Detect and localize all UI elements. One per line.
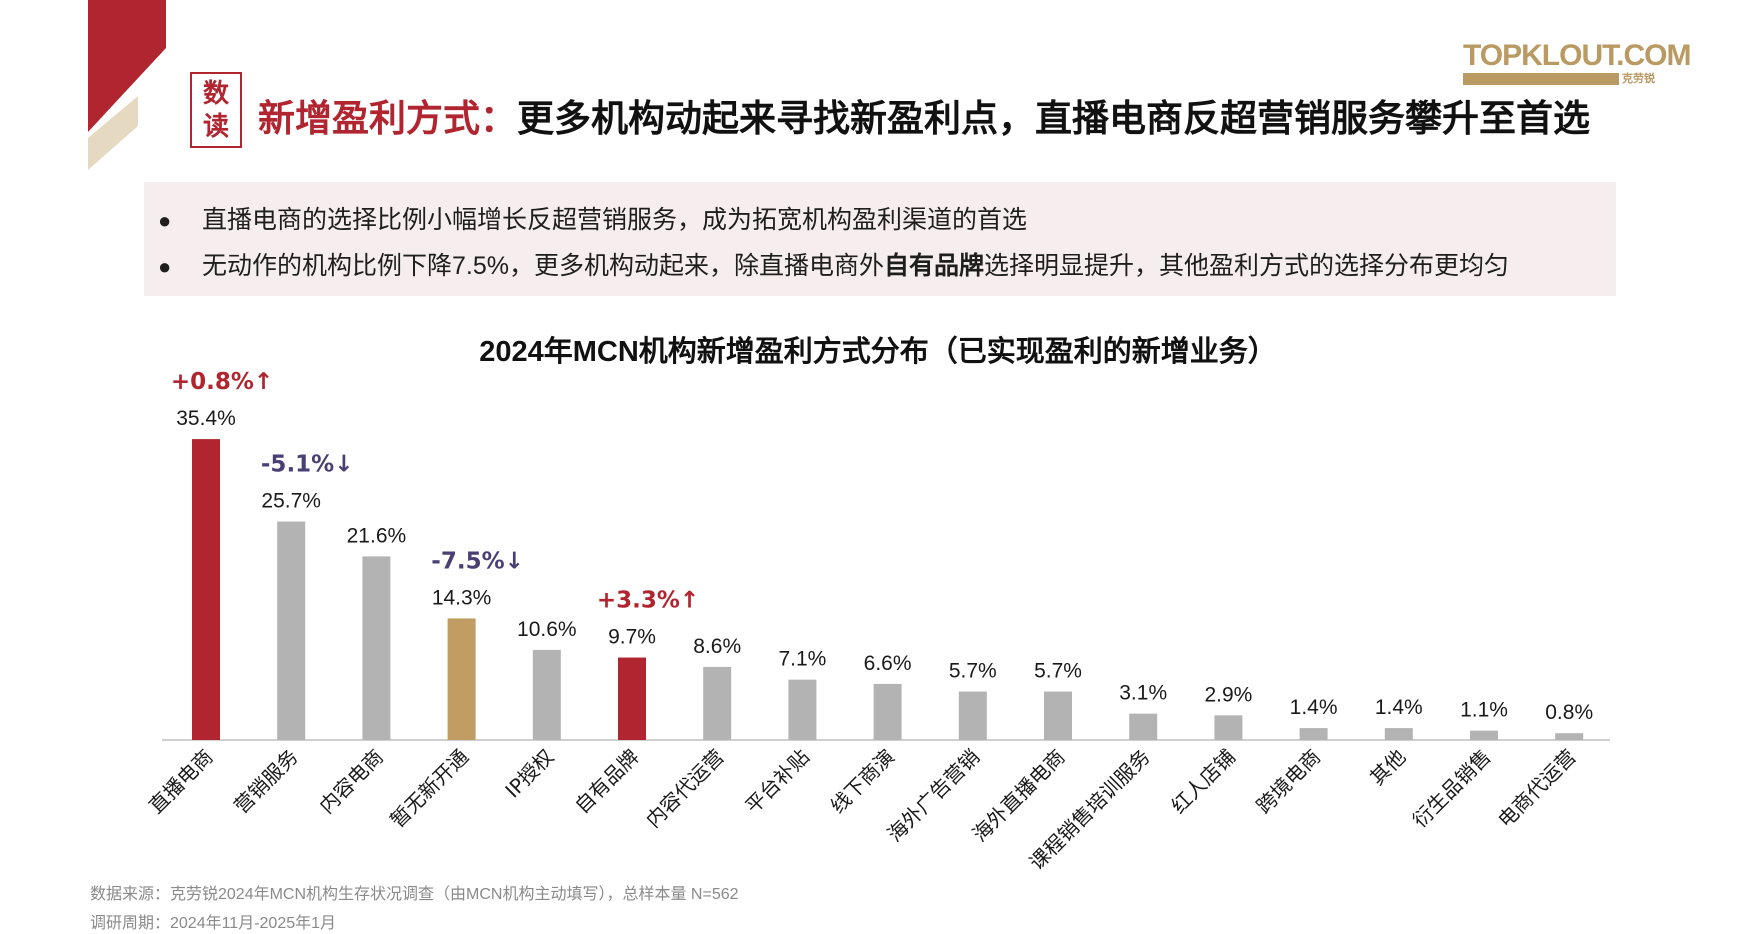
- bar-10: [958, 691, 987, 740]
- bar-3: [362, 556, 391, 740]
- bullet-dot-icon: ●: [158, 208, 172, 233]
- value-label-15: 1.4%: [1375, 696, 1423, 719]
- category-label-16: 衍生品销售: [1408, 745, 1496, 833]
- bar-12: [1129, 713, 1158, 740]
- value-label-13: 2.9%: [1204, 683, 1252, 706]
- key-points-box: ● 直播电商的选择比例小幅增长反超营销服务，成为拓宽机构盈利渠道的首选 ● 无动作的…: [144, 182, 1616, 296]
- bar-6: [618, 657, 646, 740]
- bar-9: [873, 683, 902, 740]
- bar-4: [447, 618, 476, 740]
- category-label-7: 内容代运营: [641, 745, 729, 833]
- bar-2: [277, 521, 306, 740]
- category-label-17: 电商代运营: [1493, 745, 1581, 833]
- logo-tagline-bar: [1463, 73, 1619, 85]
- value-label-2: 25.7%: [261, 490, 321, 513]
- value-label-16: 1.1%: [1460, 699, 1508, 722]
- logo-brand: TOPKLOUT.COM: [1463, 39, 1691, 72]
- bullet-dot-icon: ●: [158, 254, 172, 279]
- value-label-8: 7.1%: [778, 648, 826, 671]
- key-point-2-text-pre: 无动作的机构比例下降7.5%，更多机构动起来，除直播电商外: [202, 252, 884, 280]
- bar-17: [1555, 733, 1584, 740]
- category-label-14: 跨境电商: [1252, 745, 1326, 819]
- title-highlight: 新增盈利方式：: [258, 98, 517, 139]
- topklout-logo: TOPKLOUT.COM 克劳锐: [1463, 39, 1691, 88]
- change-annotation-3: -7.5%↓: [431, 548, 524, 574]
- category-label-4: 暂无新开通: [385, 745, 473, 833]
- bar-14: [1299, 728, 1328, 740]
- value-label-4: 14.3%: [432, 586, 492, 609]
- value-label-1: 35.4%: [176, 407, 236, 430]
- value-label-9: 6.6%: [864, 652, 912, 675]
- value-label-5: 10.6%: [517, 618, 577, 641]
- bar-11: [1044, 691, 1072, 740]
- category-label-6: 自有品牌: [570, 745, 644, 819]
- key-point-2-text-post: 选择明显提升，其他盈利方式的选择分布更均匀: [984, 252, 1510, 280]
- key-point-1: ● 直播电商的选择比例小幅增长反超营销服务，成为拓宽机构盈利渠道的首选: [158, 200, 1027, 236]
- data-source-note: 数据来源：克劳锐2024年MCN机构生存状况调查（由MCN机构主动填写），总样本…: [90, 886, 739, 903]
- category-label-1: 直播电商: [144, 745, 218, 819]
- bar-7: [703, 666, 732, 740]
- key-point-2: ● 无动作的机构比例下降7.5%，更多机构动起来，除直播电商外自有品牌选择明显提升…: [158, 246, 1509, 282]
- survey-period-note: 调研周期：2024年11月-2025年1月: [90, 915, 337, 932]
- key-point-1-text: 直播电商的选择比例小幅增长反超营销服务，成为拓宽机构盈利渠道的首选: [202, 206, 1028, 234]
- value-label-6: 9.7%: [608, 626, 656, 649]
- category-label-8: 平台补贴: [740, 745, 814, 819]
- value-label-11: 5.7%: [1034, 660, 1082, 683]
- bar-5: [532, 649, 561, 740]
- bar-chart: 35.4% 直播电商 25.7% 营销服务 21.6% 内容电商 14.3% 暂无新开通 10.…: [144, 369, 1610, 870]
- category-label-13: 红人店铺: [1166, 745, 1240, 819]
- corner-decoration: [88, 0, 166, 170]
- key-point-2-bold: 自有品牌: [884, 252, 985, 280]
- category-label-15: 其他: [1365, 745, 1410, 790]
- value-label-7: 8.6%: [693, 635, 741, 658]
- value-label-10: 5.7%: [949, 660, 997, 683]
- badge-char-2: 读: [202, 111, 229, 141]
- corner-beige-ribbon: [88, 96, 138, 170]
- value-label-12: 3.1%: [1119, 682, 1167, 705]
- value-label-3: 21.6%: [347, 524, 407, 547]
- chart-title: 2024年MCN机构新增盈利方式分布（已实现盈利的新增业务）: [479, 336, 1277, 368]
- category-label-3: 内容电商: [314, 745, 388, 819]
- bar-15: [1384, 728, 1413, 740]
- category-label-2: 营销服务: [229, 745, 303, 819]
- page-title: 新增盈利方式：更多机构动起来寻找新盈利点，直播电商反超营销服务攀升至首选: [258, 88, 1590, 142]
- corner-red-ribbon: [88, 0, 166, 132]
- bar-8: [788, 679, 817, 740]
- change-annotation-1: +0.8%↑: [171, 369, 273, 395]
- value-label-14: 1.4%: [1290, 696, 1338, 719]
- title-rest: 更多机构动起来寻找新盈利点，直播电商反超营销服务攀升至首选: [517, 98, 1590, 139]
- category-label-9: 线下商演: [826, 745, 900, 819]
- value-label-17: 0.8%: [1545, 701, 1593, 724]
- change-annotation-4: +3.3%↑: [597, 588, 699, 614]
- logo-cn-name: 克劳锐: [1622, 73, 1655, 85]
- bar-1: [192, 439, 220, 740]
- bar-13: [1214, 715, 1243, 740]
- bar-16: [1470, 730, 1498, 740]
- change-annotation-2: -5.1%↓: [261, 452, 354, 478]
- badge-char-1: 数: [202, 78, 229, 108]
- logo-tagline: 克劳锐: [1463, 73, 1673, 85]
- category-label-5: IP授权: [500, 745, 558, 803]
- read-badge: 数 读: [190, 72, 242, 148]
